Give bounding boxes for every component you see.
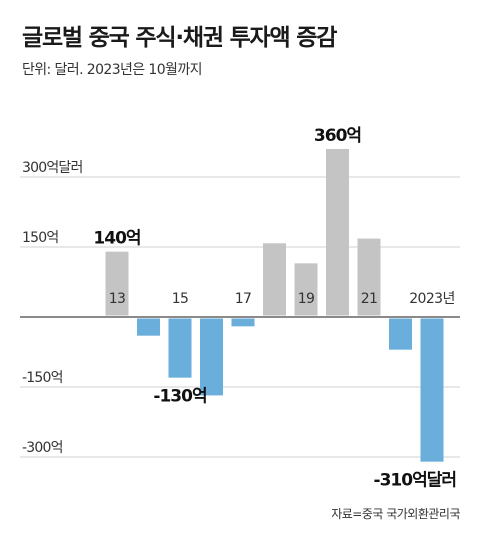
bar-2017 <box>231 318 255 327</box>
data-label: 360억 <box>314 126 361 146</box>
bar-2023 <box>420 318 444 462</box>
source-note: 자료=중국 국가외환관리국 <box>331 507 460 521</box>
bar-2018 <box>263 243 286 316</box>
bar-2019 <box>294 263 318 316</box>
data-label: -310억달러 <box>374 470 456 491</box>
x-tick-label: 15 <box>172 291 189 307</box>
x-tick-label: 17 <box>235 291 252 307</box>
x-tick-label: 2023년 <box>409 291 455 307</box>
y-tick-label: 300억달러 <box>22 160 83 176</box>
data-label: 140억 <box>93 229 140 249</box>
bar-2021 <box>357 238 381 316</box>
bar-2014 <box>137 318 160 336</box>
bar-2013 <box>105 251 129 316</box>
bar-2015 <box>168 318 192 378</box>
x-tick-label: 19 <box>298 291 315 307</box>
bar-2020 <box>326 148 349 316</box>
x-tick-label: 13 <box>109 291 126 307</box>
y-tick-label: -300억 <box>22 440 63 456</box>
bar-2022 <box>389 318 412 350</box>
y-tick-label: 150억 <box>22 230 58 246</box>
y-tick-label: -150억 <box>22 370 63 386</box>
x-tick-label: 21 <box>361 291 378 307</box>
chart-subtitle: 단위: 달러. 2023년은 10월까지 <box>22 62 202 78</box>
chart-title: 글로벌 중국 주식·채권 투자액 증감 <box>22 25 337 51</box>
bar-2016 <box>200 318 223 396</box>
data-label: -130억 <box>153 387 206 407</box>
